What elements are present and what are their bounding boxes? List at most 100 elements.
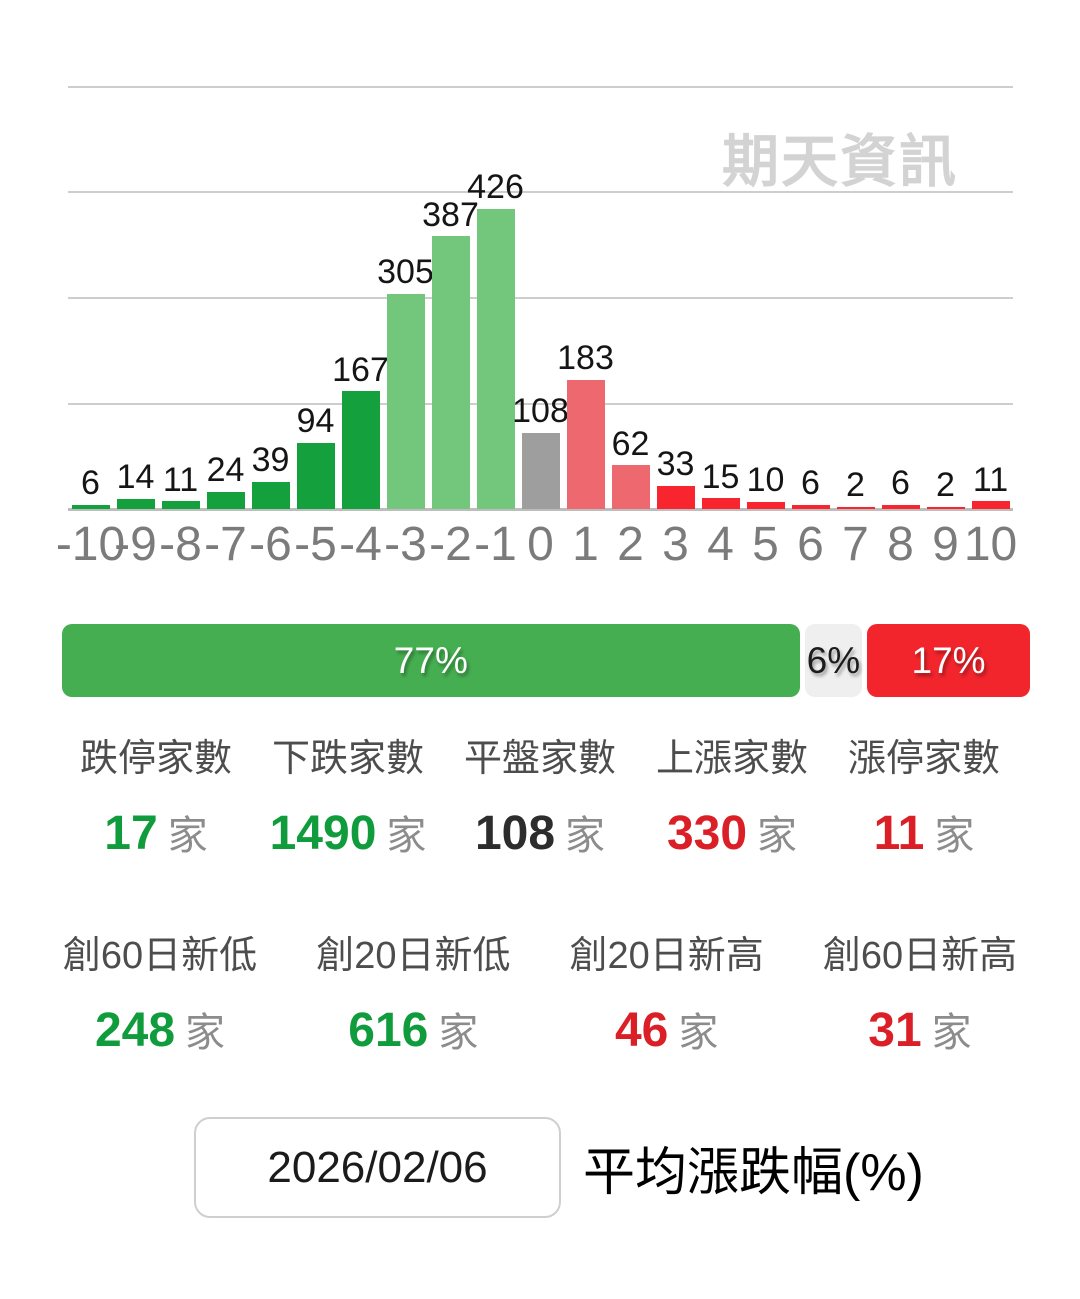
bar-slot--3: 305 <box>377 86 434 509</box>
bar-2 <box>611 465 650 509</box>
bar-value-label: 183 <box>557 339 614 378</box>
bar-value-label: 2 <box>936 466 955 505</box>
bar-slot-9: 2 <box>923 86 968 509</box>
bar-slot-10: 11 <box>968 86 1013 509</box>
bar-value-label: 6 <box>891 464 910 503</box>
bar-value-label: 33 <box>656 445 695 484</box>
x-tick--2: -2 <box>429 518 472 571</box>
date-selector[interactable]: 2026/02/06 <box>194 1117 561 1218</box>
bar-slot--5: 94 <box>293 86 338 509</box>
stats-row-1: 跌停家數 17 家 下跌家數 1490 家平盤家數 108 家 上漲家數 330 家 漲停家數 11 家 <box>60 737 1020 874</box>
x-tick-2: 2 <box>617 518 644 571</box>
bar-slot-7: 2 <box>833 86 878 509</box>
gridline-450 <box>68 191 1013 193</box>
breadth-segment-17%: 17% <box>867 624 1030 697</box>
bar-slot-3: 33 <box>653 86 698 509</box>
x-tick-3: 3 <box>662 518 689 571</box>
bar-slot--10: 6 <box>68 86 113 509</box>
bar--10 <box>71 504 110 509</box>
stat-value: 17 家 <box>104 807 208 860</box>
x-tick-9: 9 <box>932 518 959 571</box>
x-tick--10: -10 <box>55 518 126 571</box>
gridline-150 <box>68 403 1013 405</box>
x-axis-labels: -10 -9 -8 -7 -6 -5 -4 -3 -2 -1 0 1 2 3 4 5 6 7 8 9 10 <box>55 517 1017 572</box>
bar--4 <box>341 391 380 509</box>
bar-value-label: 426 <box>467 168 524 207</box>
footer: 2026/02/06 平均漲跌幅(%) <box>194 1117 1080 1218</box>
bar-value-label: 108 <box>512 392 569 431</box>
stat-漲停家數: 漲停家數 11 家 <box>828 737 1020 874</box>
bar-slot-0: 108 <box>512 86 569 509</box>
bar-10 <box>971 501 1010 509</box>
breadth-segment-77%: 77% <box>62 624 800 697</box>
bar-slot--6: 39 <box>248 86 293 509</box>
stat-創60日新低: 創60日新低 248 家 <box>60 934 260 1071</box>
bar--8 <box>161 501 200 509</box>
bar--6 <box>251 481 290 509</box>
bar-value-label: 2 <box>846 466 865 505</box>
x-tick--3: -3 <box>384 518 427 571</box>
bar-value-label: 15 <box>701 457 740 496</box>
stat-value: 46 家 <box>614 1004 719 1057</box>
stat-label: 上漲家數 <box>655 738 808 780</box>
stat-label: 創60日新高 <box>822 935 1018 977</box>
x-tick--5: -5 <box>294 518 337 571</box>
bar-slot--1: 426 <box>467 86 524 509</box>
stat-label: 創20日新低 <box>316 935 511 977</box>
stat-創60日新高: 創60日新高 31 家 <box>820 934 1020 1071</box>
bar-slot--7: 24 <box>203 86 248 509</box>
bar-value-label: 24 <box>206 451 245 490</box>
stat-value: 248 家 <box>94 1004 226 1057</box>
bar-slot--2: 387 <box>422 86 479 509</box>
x-tick-4: 4 <box>707 518 734 571</box>
bar-value-label: 10 <box>746 461 785 500</box>
bar-4 <box>701 498 740 509</box>
bar-value-label: 305 <box>377 253 434 292</box>
bar--5 <box>296 442 335 509</box>
date-value: 2026/02/06 <box>267 1142 488 1192</box>
bar-slot-8: 6 <box>878 86 923 509</box>
bar-slot-2: 62 <box>608 86 653 509</box>
bar-value-label: 11 <box>972 460 1009 499</box>
bar-value-label: 6 <box>801 464 820 503</box>
stat-value: 31 家 <box>868 1004 972 1057</box>
gridline-300 <box>68 297 1013 299</box>
x-tick--6: -6 <box>249 518 292 571</box>
gridline-600 <box>68 86 1013 88</box>
bar-6 <box>791 504 830 509</box>
bar--9 <box>116 499 155 509</box>
bar--2 <box>431 236 470 509</box>
x-tick--1: -1 <box>474 518 517 571</box>
bar-slot-1: 183 <box>557 86 614 509</box>
stat-label: 下跌家數 <box>271 738 424 780</box>
bar-slot--4: 167 <box>332 86 389 509</box>
stat-value: 108 家 <box>474 807 606 860</box>
bar-1 <box>566 380 605 509</box>
bar-value-label: 94 <box>296 402 335 441</box>
stat-label: 創20日新高 <box>569 935 764 977</box>
bar-value-label: 387 <box>422 195 479 234</box>
stat-創20日新低: 創20日新低 616 家 <box>313 934 513 1071</box>
bar--1 <box>476 208 515 509</box>
bar-slot--9: 14 <box>113 86 158 509</box>
bar-slot-5: 10 <box>743 86 788 509</box>
x-tick-7: 7 <box>842 518 869 571</box>
bar-value-label: 39 <box>251 440 290 479</box>
bar-8 <box>881 504 920 509</box>
stat-下跌家數: 下跌家數 1490 家 <box>252 737 444 874</box>
bar-value-label: 6 <box>81 464 100 503</box>
stat-label: 漲停家數 <box>847 738 1000 780</box>
x-tick-1: 1 <box>572 518 599 571</box>
stat-跌停家數: 跌停家數 17 家 <box>60 737 252 874</box>
bar-3 <box>656 485 695 509</box>
x-axis-line <box>68 508 1013 511</box>
bar--3 <box>386 294 425 509</box>
bar-slot-6: 6 <box>788 86 833 509</box>
stat-value: 330 家 <box>666 807 798 860</box>
stat-label: 跌停家數 <box>79 738 232 780</box>
stat-value: 616 家 <box>348 1004 479 1057</box>
x-tick-6: 6 <box>797 518 824 571</box>
x-tick-0: 0 <box>527 518 554 571</box>
x-tick-8: 8 <box>887 518 914 571</box>
x-tick-5: 5 <box>752 518 779 571</box>
